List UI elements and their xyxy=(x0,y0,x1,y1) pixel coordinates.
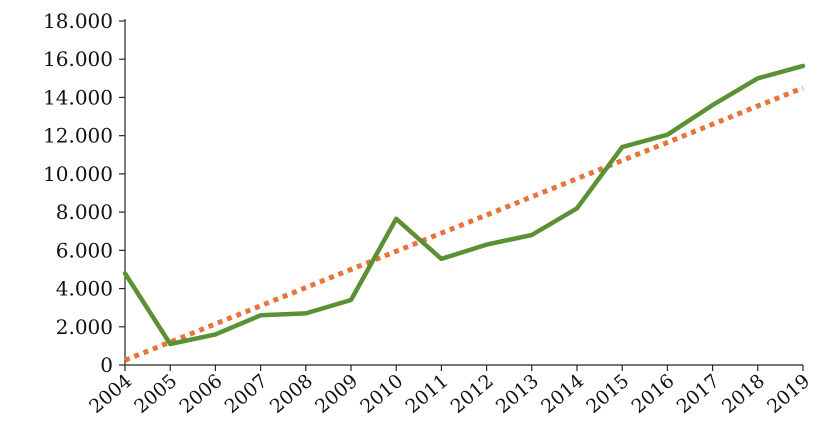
y-tick-label: 14.000 xyxy=(43,85,113,109)
x-tick-label: 2004 xyxy=(85,370,136,418)
data-line xyxy=(122,63,806,347)
x-tick-label: 2012 xyxy=(447,370,498,418)
y-tick-label: 16.000 xyxy=(43,47,113,71)
x-axis-ticks: 2004200520062007200820092010201120122013… xyxy=(85,365,814,418)
y-tick-label: 0 xyxy=(100,353,113,377)
x-tick-label: 2009 xyxy=(311,370,362,418)
x-tick-label: 2016 xyxy=(627,370,678,418)
x-tick-label: 2019 xyxy=(763,370,814,418)
x-tick-label: 2006 xyxy=(175,370,226,418)
axes xyxy=(124,19,803,366)
x-tick-label: 2011 xyxy=(401,370,452,418)
y-tick-label: 2.000 xyxy=(56,315,113,339)
x-tick-label: 2014 xyxy=(537,370,588,418)
y-tick-label: 10.000 xyxy=(43,162,113,186)
x-tick-label: 2017 xyxy=(673,370,724,418)
x-tick-label: 2013 xyxy=(492,370,543,418)
x-tick-label: 2007 xyxy=(221,370,272,418)
x-tick-label: 2005 xyxy=(130,370,181,418)
y-axis-ticks: 0 2.000 4.000 6.000 8.000 10.000 12.000 14.000 1… xyxy=(43,9,125,377)
series-layer xyxy=(122,63,806,363)
x-tick-label: 2015 xyxy=(582,370,633,418)
y-tick-label: 4.000 xyxy=(56,277,113,301)
x-tick-label: 2010 xyxy=(356,370,407,418)
y-tick-label: 18.000 xyxy=(43,9,113,33)
trend-line xyxy=(124,85,804,363)
x-tick-label: 2018 xyxy=(718,370,769,418)
y-tick-label: 12.000 xyxy=(43,124,113,148)
y-tick-label: 8.000 xyxy=(56,200,113,224)
y-tick-label: 6.000 xyxy=(56,238,113,262)
x-tick-label: 2008 xyxy=(266,370,317,418)
